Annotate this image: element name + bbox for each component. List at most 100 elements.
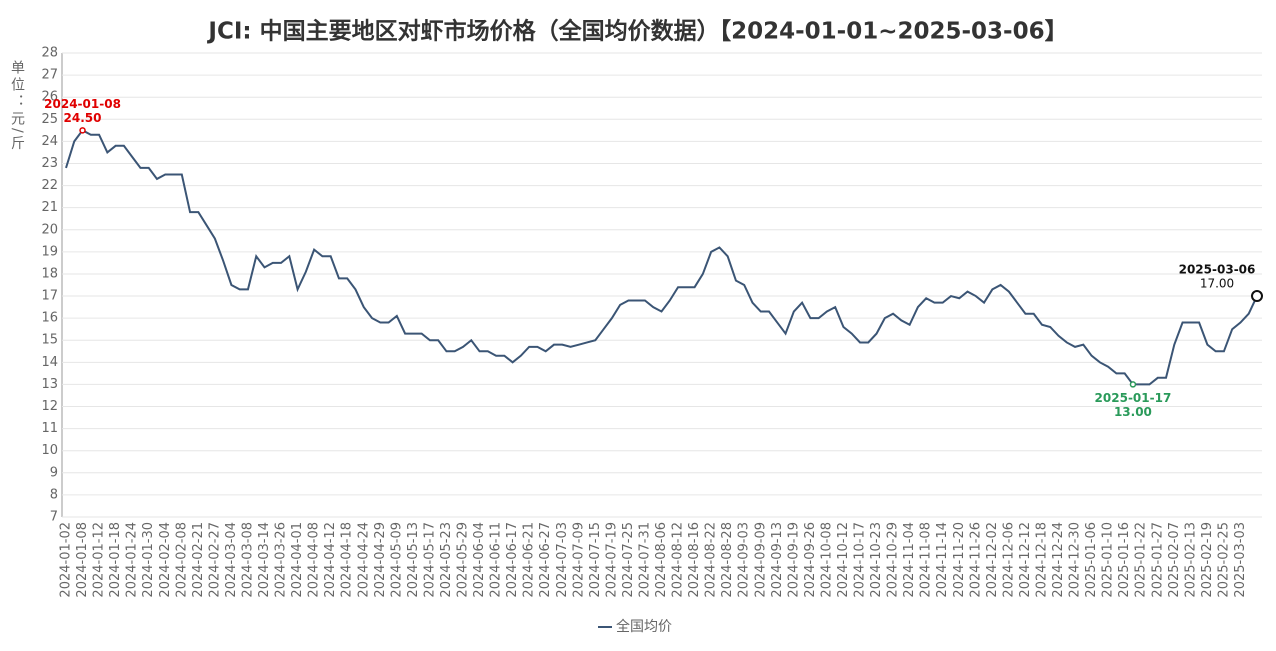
x-tick-label: 2024-04-18 [340,522,355,598]
y-tick-label: 13 [41,377,58,392]
x-tick-label: 2024-11-08 [919,522,934,598]
x-tick-label: 2025-01-10 [1101,522,1116,598]
x-tick-label: 2024-12-12 [1018,522,1033,598]
x-tick-label: 2024-10-23 [869,522,884,598]
x-tick-label: 2025-01-27 [1150,522,1165,598]
x-tick-label: 2024-08-12 [671,522,686,598]
x-tick-label: 2024-08-22 [704,522,719,598]
x-tick-label: 2025-02-25 [1216,522,1231,598]
y-tick-label: 28 [41,46,58,61]
x-tick-label: 2025-01-16 [1117,522,1132,598]
y-tick-label: 16 [41,311,58,326]
x-tick-label: 2024-10-17 [853,522,868,598]
x-tick-label: 2024-05-09 [389,522,404,598]
chart-title: JCI: 中国主要地区对虾市场价格（全国均价数据）【2024-01-01~202… [206,18,1067,45]
annotation-date: 2024-01-08 [44,97,121,111]
x-tick-label: 2024-06-17 [505,522,520,598]
x-tick-label: 2024-04-24 [356,522,371,598]
x-tick-label: 2024-11-14 [935,522,950,598]
y-tick-label: 17 [41,289,58,304]
x-tick-label: 2024-01-24 [125,522,140,598]
x-tick-label: 2024-10-29 [886,522,901,598]
x-tick-label: 2024-11-04 [902,522,917,598]
x-tick-label: 2024-09-03 [737,522,752,598]
x-tick-label: 2024-05-17 [422,522,437,598]
x-tick-label: 2024-02-04 [158,522,173,598]
x-tick-label: 2024-06-21 [522,522,537,598]
x-tick-label: 2024-01-30 [141,522,156,598]
x-tick-label: 2024-01-12 [92,522,107,598]
x-tick-label: 2024-02-27 [207,522,222,598]
x-tick-label: 2024-02-21 [191,522,206,598]
x-tick-label: 2024-07-03 [555,522,570,598]
x-tick-label: 2024-04-29 [373,522,388,598]
annotation-value: 17.00 [1200,277,1234,291]
series-line [65,129,1258,386]
x-tick-label: 2025-02-13 [1183,522,1198,598]
annotation-value: 24.50 [64,111,102,125]
x-tick-label: 2025-02-19 [1200,522,1215,598]
x-tick-label: 2024-04-08 [307,522,322,598]
x-tick-label: 2024-03-08 [240,522,255,598]
y-tick-label: 21 [41,200,58,215]
x-tick-label: 2024-07-09 [571,522,586,598]
x-tick-label: 2025-01-22 [1134,522,1149,598]
x-tick-label: 2024-07-15 [588,522,603,598]
annotation-point [79,127,86,134]
x-tick-label: 2024-09-26 [803,522,818,598]
x-tick-label: 2024-05-29 [456,522,471,598]
x-tick-label: 2024-08-16 [687,522,702,598]
x-tick-label: 2024-12-06 [1001,522,1016,598]
y-tick-label: 12 [41,399,58,414]
y-tick-label: 18 [41,266,58,281]
y-tick-label: 20 [41,222,58,237]
x-tick-label: 2024-03-14 [257,522,272,598]
y-tick-label: 8 [50,487,58,502]
x-tick-label: 2024-01-18 [108,522,123,598]
x-tick-label: 2024-03-26 [274,522,289,598]
annotation-value: 13.00 [1114,405,1152,419]
annotation-point [1129,381,1137,388]
x-tick-label: 2025-03-03 [1233,522,1248,598]
x-tick-label: 2024-04-12 [323,522,338,598]
x-tick-label: 2024-10-12 [836,522,851,598]
y-axis-label: 单位：元/斤 [9,60,25,153]
x-tick-label: 2024-07-25 [621,522,636,598]
x-tick-label: 2024-01-02 [59,522,74,598]
annotation-point [1251,290,1263,303]
x-tick-label: 2024-12-24 [1051,522,1066,598]
x-tick-label: 2024-07-19 [604,522,619,598]
x-tick-label: 2024-07-31 [637,522,652,598]
legend-label: 全国均价 [616,618,672,635]
y-tick-label: 22 [41,178,58,193]
x-tick-label: 2025-02-07 [1167,522,1182,598]
y-tick-label: 26 [41,90,58,105]
x-tick-label: 2025-01-06 [1084,522,1099,598]
x-tick-label: 2024-09-19 [786,522,801,598]
y-tick-label: 25 [41,112,58,127]
x-tick-label: 2024-09-13 [770,522,785,598]
x-tick-label: 2024-06-27 [538,522,553,598]
annotation-date: 2025-03-06 [1179,263,1256,277]
y-tick-label: 14 [41,355,58,370]
y-tick-label: 27 [41,68,58,83]
x-tick-label: 2024-10-08 [819,522,834,598]
y-tick-label: 23 [41,156,58,171]
y-tick-label: 9 [50,465,58,480]
x-tick-label: 2024-02-08 [174,522,189,598]
x-tick-label: 2024-03-04 [224,522,239,598]
x-tick-label: 2024-06-04 [472,522,487,598]
x-tick-label: 2024-01-08 [75,522,90,598]
x-tick-label: 2024-12-02 [985,522,1000,598]
y-tick-label: 11 [41,421,58,436]
annotation-date: 2025-01-17 [1095,391,1172,405]
x-tick-label: 2024-04-01 [290,522,305,598]
y-tick-label: 15 [41,333,58,348]
y-tick-label: 7 [50,510,58,525]
x-tick-label: 2024-12-30 [1068,522,1083,598]
x-tick-label: 2024-09-09 [753,522,768,598]
x-tick-label: 2024-11-20 [952,522,967,598]
y-tick-label: 24 [41,134,58,149]
x-tick-label: 2024-05-13 [406,522,421,598]
